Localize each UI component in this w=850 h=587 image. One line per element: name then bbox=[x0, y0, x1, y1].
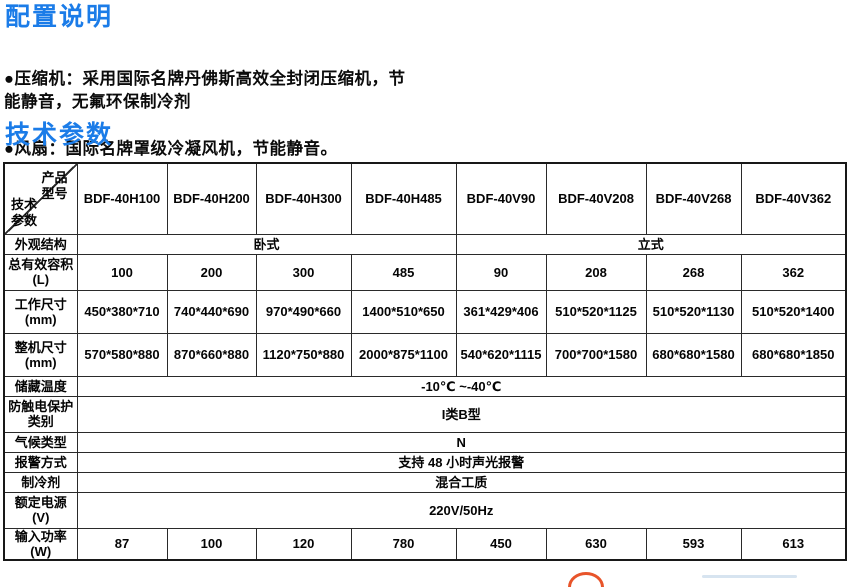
spec-label: 输入功率 (W) bbox=[3, 527, 78, 560]
spec-value: 卧式 bbox=[76, 233, 457, 255]
spec-value: 630 bbox=[545, 527, 647, 560]
corner-tech-param-label: 技术 参数 bbox=[11, 196, 38, 228]
compressor-bullet: ●压缩机：采用国际名牌丹佛斯高效全封闭压缩机，节 能静音，无氟环保制冷剂 bbox=[4, 69, 406, 112]
tech-section-title: 技术参数 bbox=[5, 121, 114, 149]
config-section-title: 配置说明 bbox=[5, 3, 114, 31]
spec-value: 90 bbox=[455, 253, 547, 291]
spec-label: 工作尺寸 (mm) bbox=[3, 289, 78, 334]
spec-value: 支持 48 小时声光报警 bbox=[76, 451, 847, 473]
spec-label: 额定电源 (V) bbox=[3, 491, 78, 529]
fan-bullet: ●风扇：国际名牌罩级冷凝风机，节能静音。 bbox=[4, 140, 338, 158]
model-header: BDF-40H100 bbox=[76, 162, 168, 235]
spec-value: 100 bbox=[166, 527, 257, 560]
spec-value: 87 bbox=[76, 527, 168, 560]
spec-value: 220V/50Hz bbox=[76, 491, 847, 529]
spec-value: 120 bbox=[255, 527, 352, 560]
spec-value: 540*620*1115 bbox=[455, 332, 547, 377]
model-header: BDF-40H485 bbox=[350, 162, 457, 235]
corner-product-model-label: 产品 型号 bbox=[41, 170, 68, 201]
spec-value: 1400*510*650 bbox=[350, 289, 457, 334]
spec-value: 200 bbox=[166, 253, 257, 291]
spec-value: 208 bbox=[545, 253, 647, 291]
table-row: 防触电保护 类别 I类B型 bbox=[3, 395, 847, 433]
spec-value: I类B型 bbox=[76, 395, 847, 433]
spec-label: 防触电保护 类别 bbox=[3, 395, 78, 433]
spec-value: 870*660*880 bbox=[166, 332, 257, 377]
spec-value: 570*580*880 bbox=[76, 332, 168, 377]
spec-value: 740*440*690 bbox=[166, 289, 257, 334]
stamp-glow-fragment bbox=[702, 575, 797, 578]
table-row: 气候类型 N bbox=[3, 431, 847, 453]
spec-value: 510*520*1125 bbox=[545, 289, 647, 334]
table-row: 产品 型号 技术 参数 BDF-40H100 BDF-40H200 BDF-40… bbox=[3, 162, 847, 235]
model-header: BDF-40V90 bbox=[455, 162, 547, 235]
spec-value: 362 bbox=[740, 253, 847, 291]
spec-value: 100 bbox=[76, 253, 168, 291]
spec-label: 报警方式 bbox=[3, 451, 78, 473]
spec-label: 气候类型 bbox=[3, 431, 78, 453]
spec-value: 450*380*710 bbox=[76, 289, 168, 334]
spec-value: -10℃ ~-40℃ bbox=[76, 375, 847, 397]
spec-label: 储藏温度 bbox=[3, 375, 78, 397]
spec-label: 外观结构 bbox=[3, 233, 78, 255]
spec-value: 1120*750*880 bbox=[255, 332, 352, 377]
spec-value: 680*680*1850 bbox=[740, 332, 847, 377]
spec-value: 268 bbox=[645, 253, 742, 291]
table-row: 制冷剂 混合工质 bbox=[3, 471, 847, 493]
corner-header-cell: 产品 型号 技术 参数 bbox=[3, 162, 78, 235]
spec-value: 2000*875*1100 bbox=[350, 332, 457, 377]
model-header: BDF-40H300 bbox=[255, 162, 352, 235]
spec-table: 产品 型号 技术 参数 BDF-40H100 BDF-40H200 BDF-40… bbox=[3, 162, 847, 561]
table-row: 外观结构 卧式 立式 bbox=[3, 233, 847, 255]
spec-value: 450 bbox=[455, 527, 547, 560]
table-row: 工作尺寸 (mm) 450*380*710 740*440*690 970*49… bbox=[3, 289, 847, 334]
spec-value: 510*520*1130 bbox=[645, 289, 742, 334]
model-header: BDF-40H200 bbox=[166, 162, 257, 235]
spec-value: 混合工质 bbox=[76, 471, 847, 493]
spec-value: 300 bbox=[255, 253, 352, 291]
spec-value: 立式 bbox=[455, 233, 847, 255]
table-row: 输入功率 (W) 87 100 120 780 450 630 593 613 bbox=[3, 527, 847, 560]
table-row: 额定电源 (V) 220V/50Hz bbox=[3, 491, 847, 529]
spec-value: 700*700*1580 bbox=[545, 332, 647, 377]
spec-value: 593 bbox=[645, 527, 742, 560]
spec-value: 680*680*1580 bbox=[645, 332, 742, 377]
spec-value: N bbox=[76, 431, 847, 453]
spec-value: 361*429*406 bbox=[455, 289, 547, 334]
spec-label: 制冷剂 bbox=[3, 471, 78, 493]
table-row: 储藏温度 -10℃ ~-40℃ bbox=[3, 375, 847, 397]
spec-label: 整机尺寸 (mm) bbox=[3, 332, 78, 377]
spec-value: 780 bbox=[350, 527, 457, 560]
spec-value: 510*520*1400 bbox=[740, 289, 847, 334]
spec-value: 613 bbox=[740, 527, 847, 560]
stamp-fragment-icon bbox=[568, 572, 604, 587]
table-row: 整机尺寸 (mm) 570*580*880 870*660*880 1120*7… bbox=[3, 332, 847, 377]
model-header: BDF-40V208 bbox=[545, 162, 647, 235]
model-header: BDF-40V362 bbox=[740, 162, 847, 235]
table-row: 报警方式 支持 48 小时声光报警 bbox=[3, 451, 847, 473]
spec-value: 970*490*660 bbox=[255, 289, 352, 334]
config-description: ●压缩机：采用国际名牌丹佛斯高效全封闭压缩机，节 能静音，无氟环保制冷剂 ●风扇… bbox=[4, 44, 474, 185]
model-header: BDF-40V268 bbox=[645, 162, 742, 235]
spec-label: 总有效容积 (L) bbox=[3, 253, 78, 291]
table-row: 总有效容积 (L) 100 200 300 485 90 208 268 362 bbox=[3, 253, 847, 291]
spec-value: 485 bbox=[350, 253, 457, 291]
